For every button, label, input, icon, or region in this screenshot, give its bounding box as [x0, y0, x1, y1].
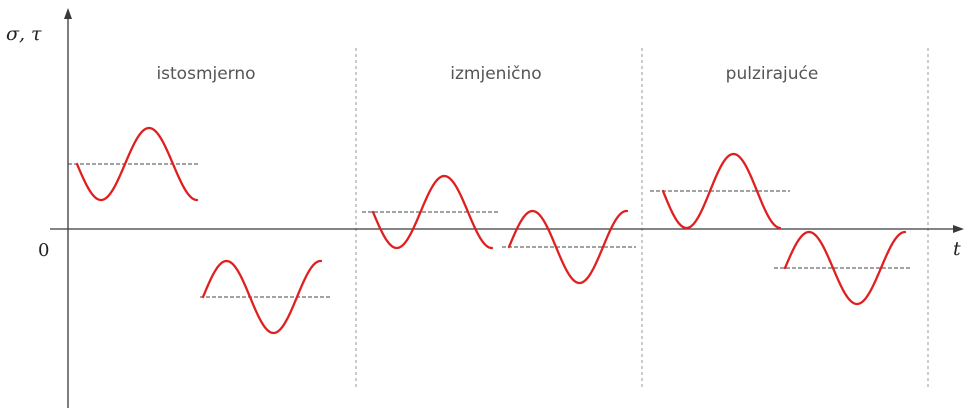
region-label-pulzirajuce: pulzirajuće: [726, 64, 819, 84]
wave-izmjenicno-negative: [507, 209, 629, 285]
x-axis-label: t: [953, 238, 961, 260]
y-axis-label: σ, τ: [6, 23, 42, 45]
region-label-izmjenicno: izmjenično: [450, 64, 541, 84]
wave-istosmjerno-negative: [201, 259, 323, 335]
region-label-istosmjerno: istosmjerno: [156, 64, 255, 84]
wave-pulzirajuce-positive: [661, 152, 782, 230]
wave-izmjenicno-positive: [371, 174, 494, 250]
wave-pulzirajuce-negative: [783, 230, 907, 306]
x-axis-arrow: [953, 225, 964, 233]
y-axis-arrow: [64, 8, 72, 19]
origin-label: 0: [38, 240, 49, 261]
wave-istosmjerno-positive: [75, 126, 199, 202]
